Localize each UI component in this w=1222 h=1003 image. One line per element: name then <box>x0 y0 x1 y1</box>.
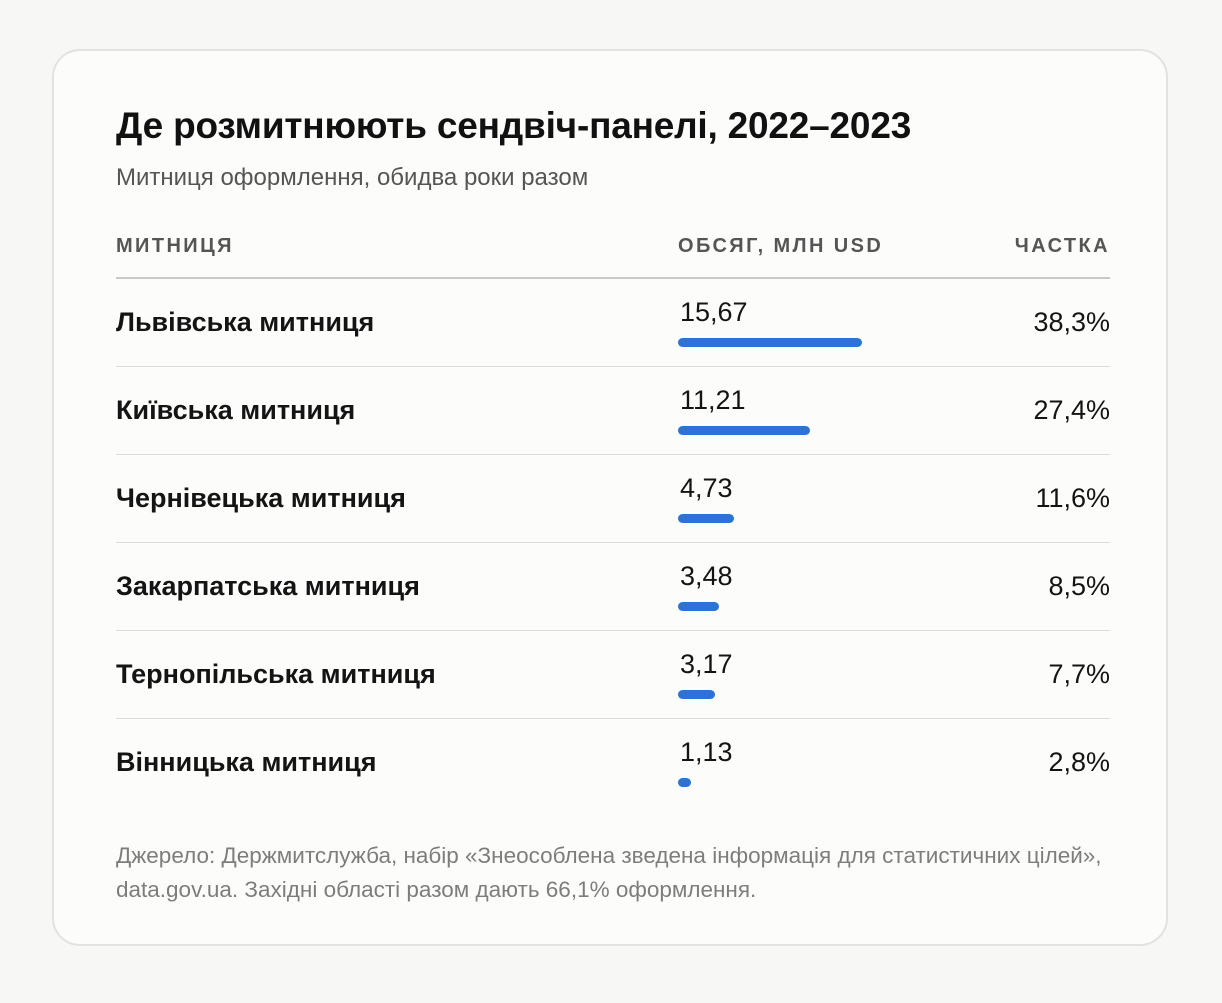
row-customs-name: Київська митниця <box>116 395 356 425</box>
table-row: Вінницька митниця 1,13 2,8% <box>116 719 1110 806</box>
row-customs-name: Тернопільська митниця <box>116 659 436 689</box>
volume-bar <box>678 426 810 435</box>
table-row: Львівська митниця 15,67 38,3% <box>116 279 1110 367</box>
row-share-label: 27,4% <box>1033 395 1110 425</box>
bar-track <box>678 514 1008 523</box>
row-customs-name: Закарпатська митниця <box>116 571 420 601</box>
bar-track <box>678 602 1008 611</box>
row-volume-label: 15,67 <box>680 297 748 327</box>
row-share-label: 38,3% <box>1033 307 1110 337</box>
row-customs-name: Львівська митниця <box>116 307 375 337</box>
row-share-label: 11,6% <box>1035 483 1110 513</box>
volume-bar <box>678 778 692 787</box>
row-volume-label: 4,73 <box>680 473 733 503</box>
row-volume-label: 1,13 <box>680 737 733 767</box>
column-header-customs: МИТНИЦЯ <box>116 235 234 257</box>
row-share-label: 7,7% <box>1048 659 1110 689</box>
row-share-label: 2,8% <box>1048 747 1110 777</box>
bar-track <box>678 426 1008 435</box>
source-note: Джерело: Держмитслужба, набір «Знеособле… <box>116 843 1102 902</box>
bar-track <box>678 690 1008 699</box>
row-volume-label: 11,21 <box>680 385 746 415</box>
table-row: Закарпатська митниця 3,48 8,5% <box>116 543 1110 631</box>
table-row: Київська митниця 11,21 27,4% <box>116 367 1110 455</box>
volume-bar <box>678 690 716 699</box>
table-row: Тернопільська митниця 3,17 7,7% <box>116 631 1110 719</box>
row-share-label: 8,5% <box>1048 571 1110 601</box>
volume-bar <box>678 602 719 611</box>
chart-card: Де розмитнюють сендвіч-панелі, 2022–2023… <box>52 49 1168 946</box>
row-customs-name: Вінницька митниця <box>116 747 377 777</box>
row-volume-label: 3,48 <box>680 561 733 591</box>
chart-subtitle: Митниця оформлення, обидва роки разом <box>116 164 589 191</box>
data-table: МИТНИЦЯ ОБСЯГ, МЛН USD ЧАСТКА Львівська … <box>116 229 1110 806</box>
bar-track <box>678 338 1008 347</box>
row-customs-name: Чернівецька митниця <box>116 483 406 513</box>
column-header-volume: ОБСЯГ, МЛН USD <box>678 235 884 257</box>
row-volume-label: 3,17 <box>680 649 733 679</box>
bar-track <box>678 778 1008 787</box>
volume-bar <box>678 514 734 523</box>
volume-bar <box>678 338 862 347</box>
chart-title: Де розмитнюють сендвіч-панелі, 2022–2023 <box>116 105 912 146</box>
table-header: МИТНИЦЯ ОБСЯГ, МЛН USD ЧАСТКА <box>116 229 1110 279</box>
table-row: Чернівецька митниця 4,73 11,6% <box>116 455 1110 543</box>
column-header-share: ЧАСТКА <box>1014 235 1110 257</box>
